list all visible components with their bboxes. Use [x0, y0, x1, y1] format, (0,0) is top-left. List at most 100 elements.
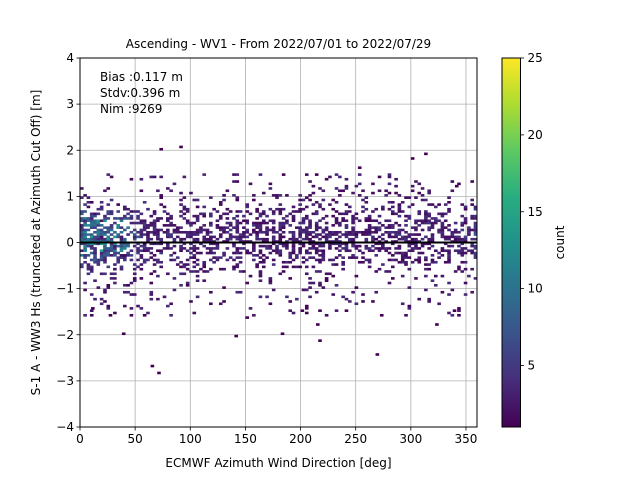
histogram-cell: [258, 260, 263, 264]
histogram-cell: [103, 258, 107, 262]
histogram-cell: [119, 235, 124, 239]
histogram-cell: [99, 302, 104, 306]
histogram-cell: [338, 212, 342, 216]
histogram-cell: [159, 217, 164, 220]
histogram-cell: [166, 187, 170, 190]
histogram-cell: [384, 249, 388, 253]
histogram-cell: [288, 237, 293, 241]
histogram-cell: [89, 265, 94, 269]
histogram-cell: [132, 267, 137, 271]
histogram-cell: [252, 254, 256, 257]
histogram-cell: [384, 219, 388, 223]
histogram-cell: [261, 260, 266, 264]
histogram-cell: [344, 226, 349, 229]
histogram-cell: [80, 249, 84, 253]
histogram-cell: [304, 173, 309, 176]
histogram-cell: [142, 247, 147, 250]
histogram-cell: [225, 212, 230, 216]
histogram-cell: [99, 235, 104, 239]
histogram-cell: [212, 242, 216, 246]
histogram-cell: [301, 228, 306, 232]
histogram-cell: [209, 247, 213, 250]
histogram-cell: [414, 237, 418, 241]
histogram-cell: [261, 240, 266, 243]
histogram-cell: [123, 242, 127, 246]
histogram-cell: [447, 293, 451, 296]
histogram-cell: [278, 221, 283, 225]
histogram-cell: [301, 219, 306, 223]
histogram-cell: [285, 242, 289, 246]
histogram-cell: [338, 235, 342, 239]
histogram-cell: [328, 240, 332, 243]
histogram-cell: [142, 226, 147, 229]
histogram-cell: [381, 207, 385, 211]
histogram-cell: [301, 207, 306, 211]
histogram-cell: [430, 254, 435, 257]
histogram-cell: [195, 198, 200, 202]
histogram-cell: [437, 251, 441, 255]
histogram-cell: [232, 258, 236, 262]
histogram-cell: [157, 371, 161, 375]
histogram-cell: [119, 219, 124, 223]
histogram-cell: [414, 196, 418, 199]
histogram-cell: [420, 244, 425, 248]
histogram-cell: [390, 254, 395, 257]
histogram-cell: [252, 249, 256, 253]
histogram-cell: [460, 270, 465, 273]
histogram-cell: [156, 260, 160, 264]
histogram-cell: [334, 200, 339, 204]
histogram-cell: [252, 221, 256, 225]
histogram-cell: [280, 332, 285, 336]
histogram-cell: [328, 242, 332, 246]
histogram-cell: [271, 212, 276, 216]
histogram-cell: [212, 251, 216, 255]
histogram-cell: [341, 242, 345, 246]
histogram-cell: [182, 205, 187, 209]
histogram-cell: [80, 187, 84, 190]
histogram-cell: [404, 251, 408, 255]
histogram-cell: [291, 219, 296, 223]
x-tick-label: 0: [76, 432, 84, 446]
histogram-cell: [169, 247, 173, 250]
histogram-cell: [278, 251, 283, 255]
histogram-cell: [450, 313, 455, 317]
histogram-cell: [86, 267, 91, 271]
histogram-cell: [129, 210, 134, 213]
histogram-cell: [447, 256, 451, 259]
histogram-cell: [149, 247, 154, 250]
histogram-cell: [298, 240, 302, 243]
histogram-cell: [93, 240, 97, 243]
histogram-cell: [321, 242, 326, 246]
histogram-cell: [328, 233, 332, 236]
histogram-cell: [149, 221, 154, 225]
histogram-cell: [146, 258, 150, 262]
histogram-cell: [209, 258, 213, 262]
y-tick-label: 1: [66, 189, 74, 203]
histogram-cell: [301, 217, 306, 220]
histogram-cell: [238, 270, 243, 273]
histogram-cell: [351, 226, 355, 229]
histogram-cell: [232, 267, 236, 271]
histogram-cell: [354, 256, 359, 259]
histogram-cell: [86, 237, 91, 241]
histogram-cell: [93, 260, 97, 264]
histogram-cell: [222, 254, 226, 257]
histogram-cell: [192, 254, 197, 257]
histogram-cell: [113, 242, 117, 246]
histogram-cell: [103, 290, 107, 294]
histogram-cell: [367, 214, 372, 218]
histogram-cell: [301, 256, 306, 259]
histogram-cell: [159, 260, 164, 264]
histogram-cell: [417, 297, 422, 301]
histogram-cell: [275, 251, 279, 255]
histogram-cell: [387, 173, 392, 176]
histogram-cell: [341, 212, 345, 216]
histogram-cell: [457, 249, 461, 253]
histogram-cell: [89, 258, 94, 262]
histogram-cell: [374, 247, 379, 250]
histogram-cell: [116, 235, 120, 239]
histogram-cell: [447, 210, 451, 213]
histogram-cell: [404, 196, 408, 199]
histogram-cell: [440, 249, 445, 253]
histogram-cell: [99, 297, 104, 301]
